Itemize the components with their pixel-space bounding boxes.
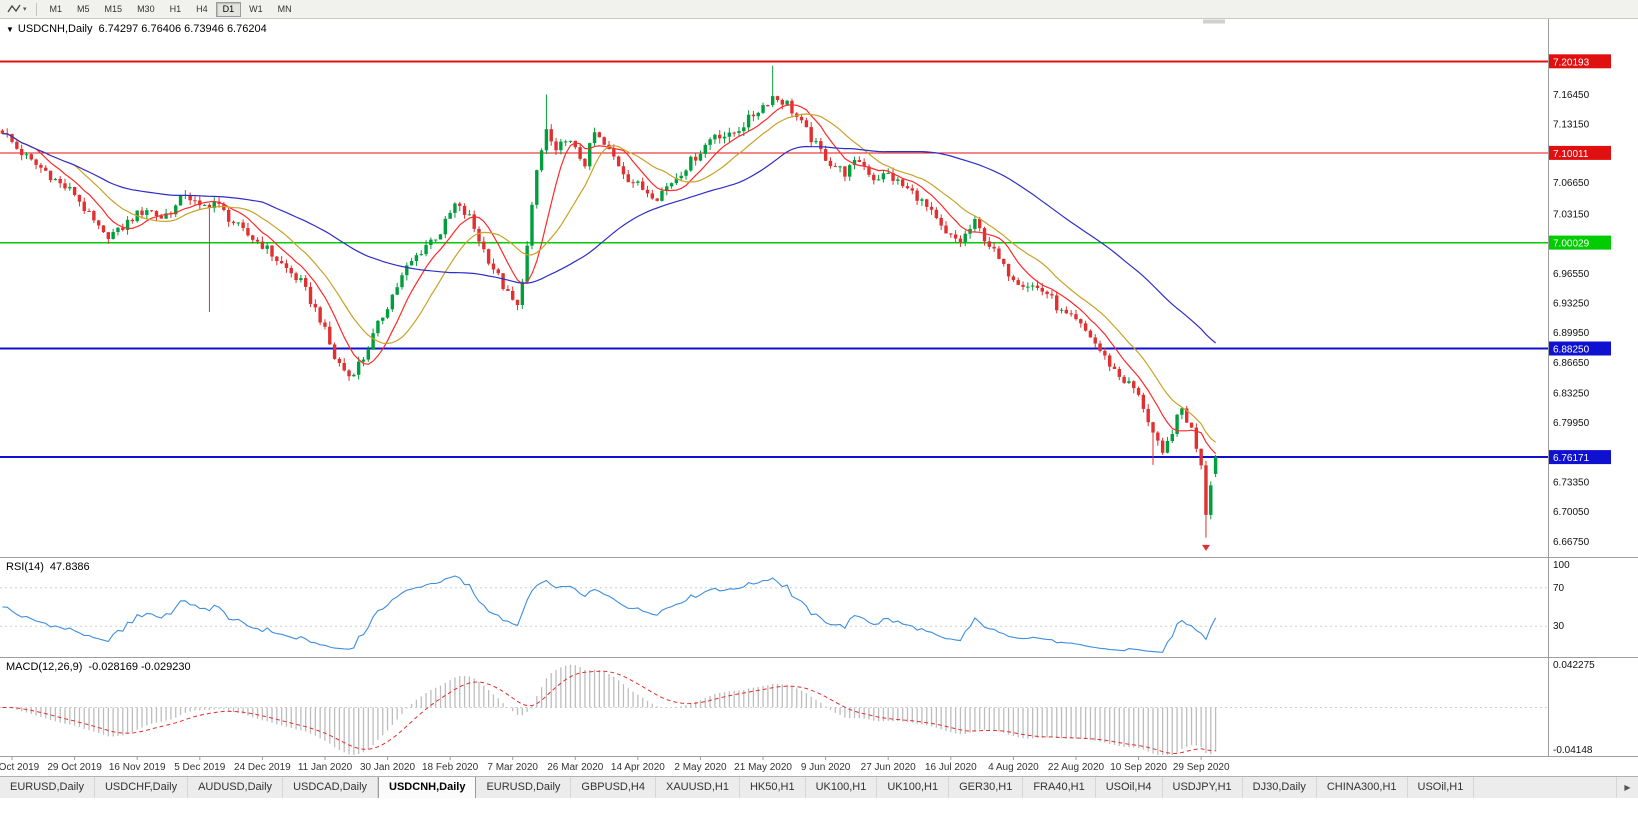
chart-tab-0-eurusd-daily[interactable]: EURUSD,Daily: [0, 777, 95, 798]
chart-tab-15-dj30-daily[interactable]: DJ30,Daily: [1243, 777, 1317, 798]
svg-text:6.89950: 6.89950: [1553, 328, 1590, 339]
window-bottom-strip: [0, 798, 1638, 833]
chart-tab-17-usoil-h1[interactable]: USOil,H1: [1408, 777, 1475, 798]
svg-text:27 Jun 2020: 27 Jun 2020: [861, 762, 916, 773]
svg-text:5 Dec 2019: 5 Dec 2019: [174, 762, 226, 773]
chart-scrollbar-thumb[interactable]: [1203, 19, 1225, 24]
chart-tab-8-hk50-h1[interactable]: HK50,H1: [740, 777, 806, 798]
svg-text:22 Aug 2020: 22 Aug 2020: [1048, 762, 1105, 773]
chart-tab-16-china300-h1[interactable]: CHINA300,H1: [1317, 777, 1408, 798]
svg-text:6.96550: 6.96550: [1553, 269, 1590, 280]
line-tool-button[interactable]: ▾: [4, 2, 30, 16]
svg-text:10 Oct 2019: 10 Oct 2019: [0, 762, 40, 773]
timeframe-button-m15[interactable]: M15: [98, 2, 130, 17]
svg-text:30 Jan 2020: 30 Jan 2020: [360, 762, 415, 773]
chart-tabs-group: EURUSD,Daily USDCHF,Daily AUDUSD,Daily USDC…: [0, 777, 1475, 798]
chart-tab-1-usdchf-daily[interactable]: USDCHF,Daily: [95, 777, 189, 798]
svg-text:6.70050: 6.70050: [1553, 507, 1590, 518]
chart-tab-11-ger30-h1[interactable]: GER30,H1: [949, 777, 1024, 798]
svg-text:2 May 2020: 2 May 2020: [674, 762, 727, 773]
svg-text:16 Nov 2019: 16 Nov 2019: [109, 762, 166, 773]
svg-text:100: 100: [1553, 560, 1570, 571]
chart-tab-14-usdjpy-h1[interactable]: USDJPY,H1: [1163, 777, 1243, 798]
svg-text:70: 70: [1553, 583, 1565, 594]
svg-text:7.10011: 7.10011: [1553, 149, 1589, 160]
chart-tab-3-usdcad-daily[interactable]: USDCAD,Daily: [283, 777, 379, 798]
svg-text:7.13150: 7.13150: [1553, 120, 1590, 131]
rsi-layer: [0, 575, 1548, 653]
svg-text:14 Apr 2020: 14 Apr 2020: [611, 762, 665, 773]
svg-text:29 Sep 2020: 29 Sep 2020: [1173, 762, 1230, 773]
svg-text:30: 30: [1553, 621, 1565, 632]
timeframe-button-d1[interactable]: D1: [215, 1, 242, 17]
chart-window: 7.16450 7.13150 7.06650 7.03150 6.96550 6.932…: [0, 19, 1638, 776]
timeframe-button-m5[interactable]: M5: [70, 2, 97, 17]
svg-text:9 Jun 2020: 9 Jun 2020: [801, 762, 851, 773]
svg-text:26 Mar 2020: 26 Mar 2020: [547, 762, 604, 773]
svg-text:6.76171: 6.76171: [1553, 453, 1590, 464]
toolbar-separator: [35, 2, 37, 16]
timeframe-button-h4[interactable]: H4: [189, 2, 215, 17]
chart-tab-2-audusd-daily[interactable]: AUDUSD,Daily: [188, 777, 284, 798]
svg-text:6.79950: 6.79950: [1553, 418, 1590, 429]
chart-tab-13-usoil-h4[interactable]: USOil,H4: [1096, 777, 1163, 798]
panel-splitters[interactable]: [0, 19, 1638, 757]
date-axis[interactable]: 10 Oct 2019 29 Oct 2019 16 Nov 2019 5 Dec 2…: [0, 756, 1230, 774]
svg-text:6.86650: 6.86650: [1553, 358, 1590, 369]
svg-text:4 Aug 2020: 4 Aug 2020: [988, 762, 1039, 773]
chart-tab-4-usdcnh-daily[interactable]: USDCNH,Daily: [378, 777, 477, 798]
price-line-label-6.76171[interactable]: 6.76171: [1549, 450, 1611, 465]
svg-text:6.83250: 6.83250: [1553, 388, 1590, 399]
svg-text:10 Sep 2020: 10 Sep 2020: [1110, 762, 1167, 773]
sell-arrow-icon: [1202, 544, 1210, 551]
svg-text:6.93250: 6.93250: [1553, 299, 1590, 310]
svg-text:21 May 2020: 21 May 2020: [734, 762, 792, 773]
price-line-label-7.00029[interactable]: 7.00029: [1549, 235, 1611, 250]
svg-text:7.03150: 7.03150: [1553, 210, 1590, 221]
svg-text:6.73350: 6.73350: [1553, 477, 1590, 488]
chart-tab-12-fra40-h1[interactable]: FRA40,H1: [1023, 777, 1096, 798]
chevron-down-icon: ▾: [23, 6, 27, 13]
svg-text:29 Oct 2019: 29 Oct 2019: [47, 762, 102, 773]
horizontal-lines-layer[interactable]: [0, 60, 1548, 459]
price-line-label-7.20193[interactable]: 7.20193: [1549, 54, 1611, 69]
svg-text:11 Jan 2020: 11 Jan 2020: [298, 762, 353, 773]
timeframe-button-group: M1 M5 M15 M30 H1 H4 D1 W1 MN: [43, 1, 299, 17]
svg-text:7.06650: 7.06650: [1553, 178, 1590, 189]
chart-tab-5-eurusd-daily[interactable]: EURUSD,Daily: [476, 777, 572, 798]
candles-layer: [0, 65, 1218, 538]
price-line-label-6.88250[interactable]: 6.88250: [1549, 341, 1611, 356]
svg-text:6.88250: 6.88250: [1553, 345, 1590, 356]
chart-tab-6-gbpusd-h4[interactable]: GBPUSD,H4: [571, 777, 656, 798]
price-axis[interactable]: 7.16450 7.13150 7.06650 7.03150 6.96550 6.932…: [1549, 54, 1611, 756]
moving-averages-layer: [2, 104, 1217, 455]
svg-text:-0.04148: -0.04148: [1553, 745, 1593, 756]
zigzag-line-icon: [7, 4, 21, 13]
chart-tab-bar: EURUSD,Daily USDCHF,Daily AUDUSD,Daily USDC…: [0, 776, 1638, 798]
timeframe-button-m1[interactable]: M1: [43, 2, 70, 17]
svg-text:7.20193: 7.20193: [1553, 57, 1590, 68]
timeframe-button-h1[interactable]: H1: [163, 2, 189, 17]
chart-tab-7-xauusd-h1[interactable]: XAUUSD,H1: [656, 777, 740, 798]
tabs-scroll-right-button[interactable]: ▶: [1616, 777, 1638, 798]
svg-text:7.00029: 7.00029: [1553, 239, 1590, 250]
chart-canvas[interactable]: 7.16450 7.13150 7.06650 7.03150 6.96550 6.932…: [0, 19, 1638, 776]
svg-text:6.66750: 6.66750: [1553, 537, 1590, 548]
svg-text:18 Feb 2020: 18 Feb 2020: [422, 762, 479, 773]
svg-text:0.042275: 0.042275: [1553, 660, 1595, 671]
price-line-label-7.10011[interactable]: 7.10011: [1549, 145, 1611, 160]
timeframe-button-w1[interactable]: W1: [242, 2, 270, 17]
timeframes-toolbar: ▾ M1 M5 M15 M30 H1 H4 D1 W1 MN: [0, 0, 1638, 19]
chart-tab-10-uk100-h1[interactable]: UK100,H1: [877, 777, 950, 798]
chart-tab-9-uk100-h1[interactable]: UK100,H1: [806, 777, 878, 798]
svg-text:7 Mar 2020: 7 Mar 2020: [487, 762, 538, 773]
macd-layer: [0, 664, 1548, 755]
svg-text:7.16450: 7.16450: [1553, 90, 1590, 101]
timeframe-button-m30[interactable]: M30: [130, 2, 162, 17]
svg-text:16 Jul 2020: 16 Jul 2020: [925, 762, 977, 773]
markers-layer: [1202, 19, 1225, 551]
svg-text:24 Dec 2019: 24 Dec 2019: [234, 762, 291, 773]
timeframe-button-mn[interactable]: MN: [271, 2, 299, 17]
